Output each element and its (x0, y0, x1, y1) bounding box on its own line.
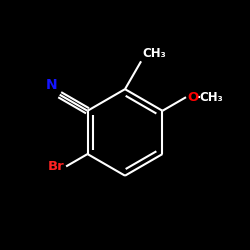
Text: Br: Br (48, 160, 64, 173)
Text: O: O (187, 91, 198, 104)
Text: N: N (46, 78, 57, 92)
Text: CH₃: CH₃ (200, 91, 223, 104)
Text: CH₃: CH₃ (142, 47, 166, 60)
